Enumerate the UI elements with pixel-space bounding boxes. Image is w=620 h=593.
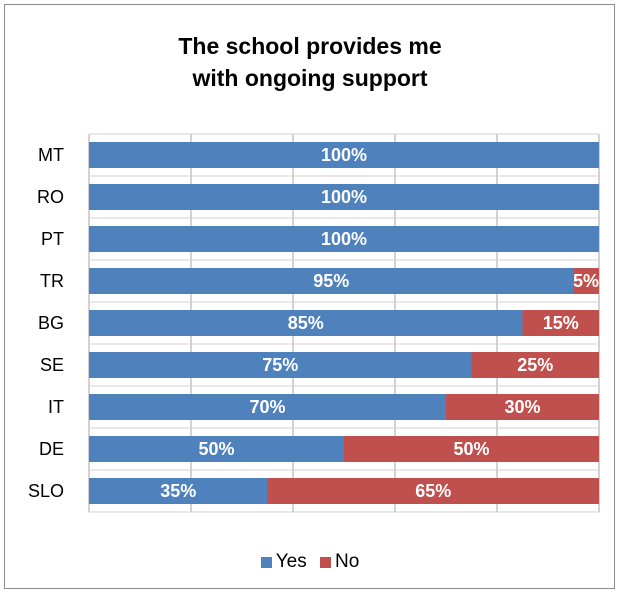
data-label-no-se: 25% [517, 355, 553, 375]
data-label-yes-slo: 35% [160, 481, 196, 501]
legend-item-no: No [319, 551, 360, 573]
row-bands [89, 133, 599, 513]
category-label-tr: TR [40, 271, 64, 291]
category-label-bg: BG [38, 313, 64, 333]
legend-swatch-yes [260, 556, 272, 568]
legend-item-yes: Yes [260, 551, 307, 573]
chart-title: The school provides me with ongoing supp… [0, 30, 620, 94]
data-label-yes-pt: 100% [321, 229, 367, 249]
category-label-pt: PT [41, 229, 64, 249]
bar-no-de [344, 436, 599, 462]
category-label-ro: RO [37, 187, 64, 207]
legend-label-no: No [334, 551, 360, 572]
data-label-no-de: 50% [453, 439, 489, 459]
legend-label-yes: Yes [275, 551, 307, 572]
data-label-yes-ro: 100% [321, 187, 367, 207]
data-label-no-slo: 65% [415, 481, 451, 501]
data-label-yes-se: 75% [262, 355, 298, 375]
bar-no-bg [522, 310, 599, 336]
category-label-se: SE [40, 355, 64, 375]
bar-yes-mt [89, 142, 599, 168]
bars [89, 142, 599, 504]
bar-no-slo [267, 478, 599, 504]
data-label-yes-mt: 100% [321, 145, 367, 165]
bar-yes-ro [89, 184, 599, 210]
category-label-slo: SLO [28, 481, 64, 501]
bar-yes-it [89, 394, 446, 420]
bar-yes-de [89, 436, 344, 462]
data-label-no-bg: 15% [543, 313, 579, 333]
data-label-no-it: 30% [504, 397, 540, 417]
bar-no-it [446, 394, 599, 420]
legend: Yes No [0, 551, 620, 574]
bar-yes-bg [89, 310, 523, 336]
chart-title-line-1: The school provides me [178, 33, 442, 59]
bar-yes-pt [89, 226, 599, 252]
data-label-yes-tr: 95% [313, 271, 349, 291]
category-label-de: DE [39, 439, 64, 459]
chart-title-line-2: with ongoing support [192, 65, 428, 91]
bar-no-tr [573, 268, 599, 294]
bar-yes-se [89, 352, 472, 378]
legend-swatch-no [319, 556, 331, 568]
category-label-mt: MT [38, 145, 64, 165]
bar-yes-slo [89, 478, 268, 504]
data-label-yes-bg: 85% [288, 313, 324, 333]
bar-no-se [471, 352, 599, 378]
bar-yes-tr [89, 268, 574, 294]
data-label-no-tr: 5% [573, 271, 599, 291]
labels: MT 100% RO 100% PT 100% TR 95% 5% BG 85% 15% SE 75% 25… [28, 145, 599, 501]
data-label-yes-it: 70% [249, 397, 285, 417]
category-label-it: IT [48, 397, 64, 417]
data-label-yes-de: 50% [198, 439, 234, 459]
